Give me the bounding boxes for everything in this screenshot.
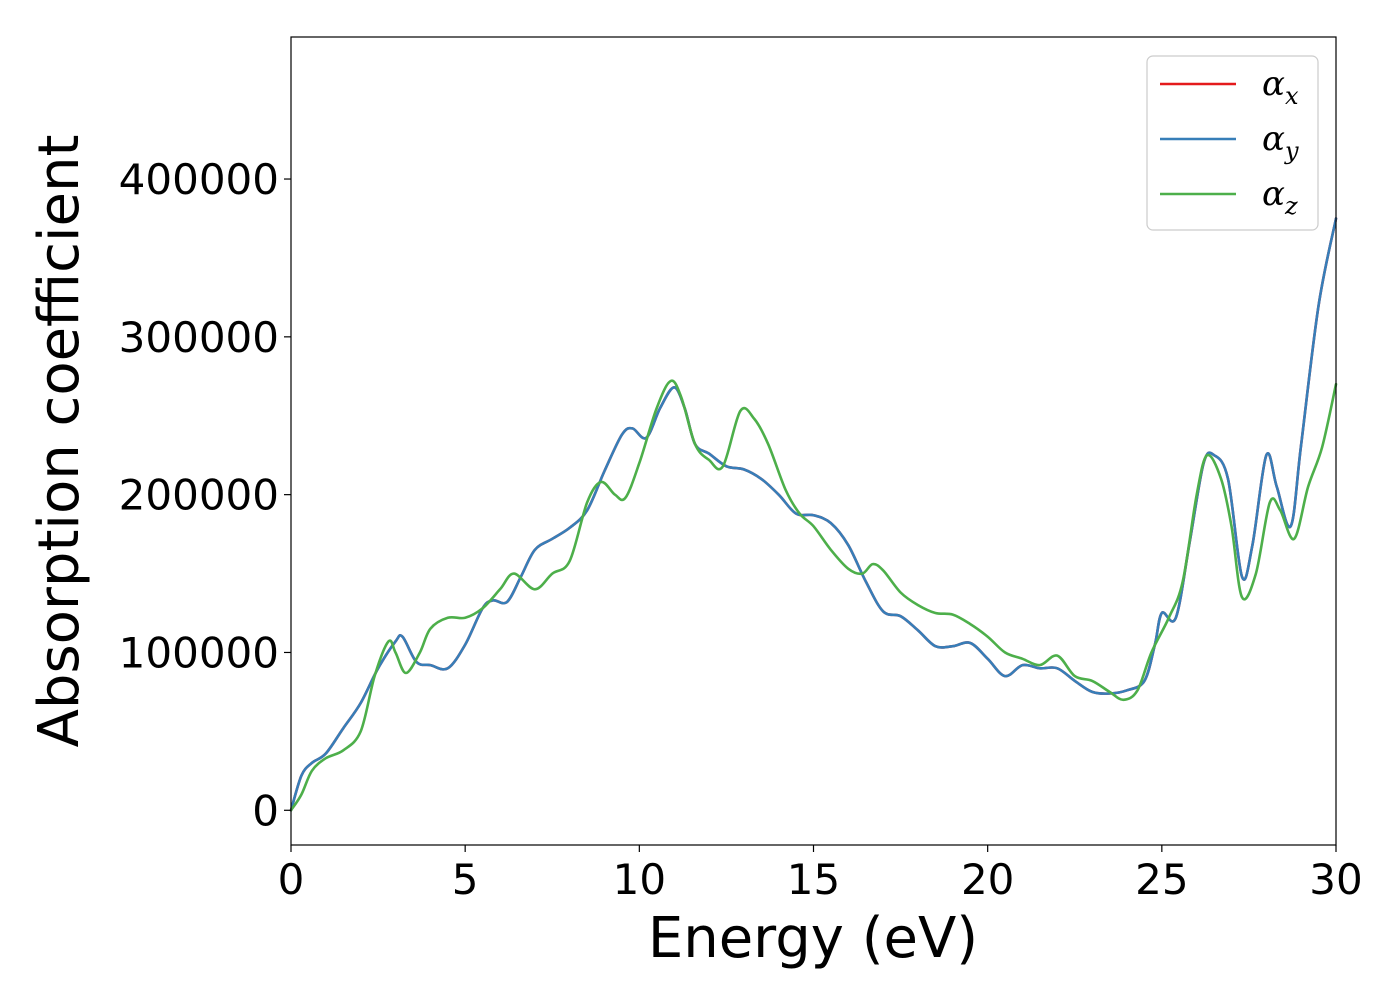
- y-tick-label: 200000: [119, 471, 279, 520]
- y-tick-label: 100000: [119, 628, 279, 677]
- y-tick-label: 400000: [119, 155, 279, 204]
- legend-label-y: αy: [1262, 119, 1299, 165]
- x-tick-label: 5: [452, 855, 479, 904]
- legend-label-x: αx: [1262, 64, 1299, 110]
- series-layer: [289, 217, 1338, 812]
- legend: αx αy αz: [1146, 55, 1319, 231]
- series-line-z: [289, 379, 1338, 812]
- legend-label-z: αz: [1262, 174, 1298, 220]
- x-tick-label: 20: [961, 855, 1014, 904]
- y-axis-ticks: 0 100000 200000 300000 400000: [119, 155, 291, 835]
- x-tick-label: 30: [1309, 855, 1362, 904]
- legend-box: [1146, 55, 1319, 231]
- x-tick-label: 15: [787, 855, 840, 904]
- x-tick-label: 10: [613, 855, 666, 904]
- x-axis-ticks: 0 5 10 15 20 25 30: [278, 845, 1363, 904]
- y-tick-label: 0: [252, 786, 279, 835]
- x-tick-label: 25: [1135, 855, 1188, 904]
- y-axis-title: Absorption coefficient: [27, 135, 92, 748]
- y-tick-label: 300000: [119, 313, 279, 362]
- x-axis-title: Energy (eV): [648, 906, 978, 971]
- x-tick-label: 0: [278, 855, 305, 904]
